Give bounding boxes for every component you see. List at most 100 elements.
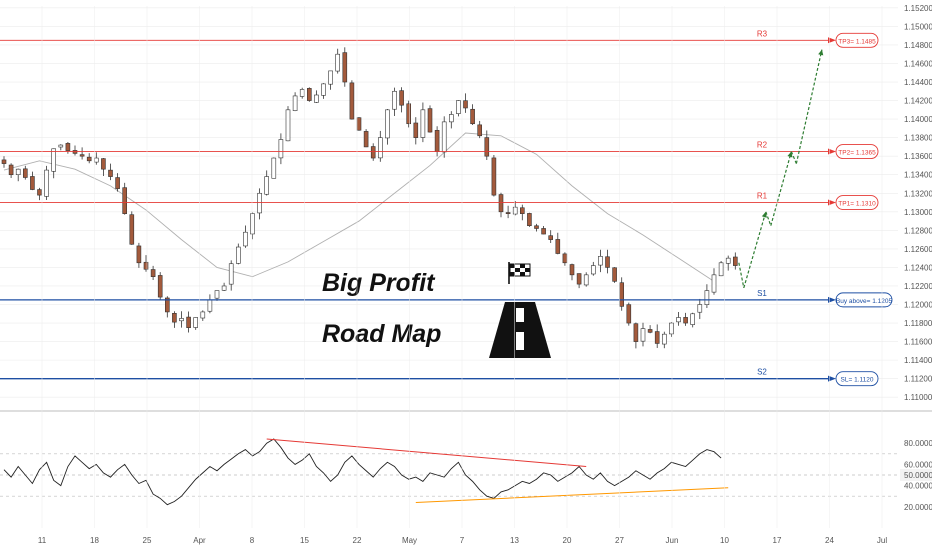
projection-arrows — [738, 49, 824, 288]
candle-body — [129, 214, 135, 245]
candle-body — [590, 265, 596, 275]
candle-body — [704, 290, 710, 305]
candle-body — [30, 176, 35, 190]
candle-body — [150, 269, 156, 278]
candle-body — [406, 103, 412, 125]
indicator-line — [3, 438, 729, 506]
candle-body — [413, 122, 419, 138]
candle-body — [370, 146, 376, 159]
candle-body — [22, 168, 28, 178]
level-name: S2 — [757, 368, 767, 377]
indicator-trendline — [415, 487, 729, 504]
candle-body — [207, 299, 213, 312]
price-tick-label: 1.14200 — [904, 97, 932, 106]
candle-body — [136, 245, 142, 264]
candle-body — [278, 139, 284, 159]
price-tick-label: 1.13600 — [904, 152, 932, 161]
road-icon — [489, 302, 551, 358]
candle-body — [647, 329, 653, 333]
candle-body — [143, 261, 149, 270]
candle-body — [157, 275, 163, 298]
candle-body — [214, 290, 220, 299]
level-tag-label: TP2= 1.1365 — [838, 150, 876, 157]
price-tick-label: 1.14400 — [904, 78, 932, 87]
candle-body — [541, 228, 546, 235]
candle-body — [335, 53, 341, 72]
price-tick-label: 1.12400 — [904, 263, 932, 272]
indicator-y-axis: 80.0000 60.0000 50.0000 40.0000 20.0000 — [900, 439, 932, 512]
candle-body — [165, 297, 170, 313]
candle-body — [619, 282, 625, 307]
candle-body — [172, 312, 177, 323]
moving-average — [3, 132, 715, 282]
candle-body — [441, 121, 447, 153]
candle-body — [65, 143, 71, 151]
candle-body — [583, 274, 589, 286]
candle-body — [512, 206, 518, 215]
candle-body — [725, 257, 731, 264]
price-tick-label: 1.11600 — [904, 338, 932, 347]
candle-body — [448, 114, 454, 123]
candle-body — [51, 148, 57, 172]
projection-segment — [765, 211, 772, 226]
candle-body — [434, 130, 440, 152]
time-tick-label: Jul — [877, 536, 887, 545]
time-tick-label: 25 — [143, 536, 152, 545]
candlesticks — [1, 47, 738, 349]
price-tick-label: 1.11400 — [904, 356, 932, 365]
candle-body — [243, 231, 248, 247]
title-annotation: Big Profit Road Map — [322, 269, 441, 348]
candle-body — [654, 331, 660, 344]
indicator-current-tag — [900, 469, 932, 481]
candle-body — [292, 95, 298, 111]
candle-body — [562, 253, 568, 264]
price-tick-label: 1.12800 — [904, 226, 932, 235]
indicator-tick-label: 80.0000 — [904, 439, 932, 448]
level-tag-label: TP3= 1.1485 — [838, 38, 876, 45]
projection-segment — [743, 211, 767, 288]
indicator-tick-label: 20.0000 — [904, 503, 932, 512]
candle-body — [8, 164, 14, 176]
candle-body — [250, 213, 255, 235]
level-tag-label: SL= 1.1120 — [841, 377, 874, 384]
time-tick-label: May — [402, 536, 417, 545]
price-tick-label: 1.13000 — [904, 208, 932, 217]
projection-segment — [770, 151, 792, 226]
candle-body — [58, 144, 64, 148]
candle-body — [640, 328, 646, 342]
candle-body — [612, 267, 617, 282]
indicator-trendline — [266, 438, 587, 468]
time-tick-label: Jun — [666, 536, 679, 545]
level-pointer — [828, 37, 836, 44]
moving-average-line — [3, 132, 715, 282]
time-tick-label: Apr — [193, 536, 206, 545]
level-pointer — [828, 296, 836, 303]
candle-body — [555, 239, 561, 254]
projection-segment — [790, 151, 797, 164]
time-tick-label: 20 — [563, 536, 572, 545]
time-tick-label: 13 — [510, 536, 519, 545]
projection-arrowhead — [761, 211, 767, 218]
price-tick-label: 1.13200 — [904, 189, 932, 198]
candle-body — [470, 108, 475, 125]
candle-body — [633, 323, 639, 342]
price-grid — [0, 7, 898, 398]
candle-body — [683, 317, 688, 324]
price-tick-label: 1.12600 — [904, 245, 932, 254]
price-tick-label: 1.14600 — [904, 59, 932, 68]
candle-body — [328, 70, 333, 85]
price-tick-label: 1.13400 — [904, 171, 932, 180]
candle-body — [228, 263, 234, 285]
candle-body — [342, 52, 348, 83]
time-tick-label: 22 — [353, 536, 362, 545]
candle-body — [264, 176, 270, 195]
level-name: R1 — [757, 192, 768, 201]
candle-body — [527, 213, 532, 227]
price-y-axis: 1.15200 1.15000 1.14800 1.14600 1.14400 1.142… — [904, 4, 932, 402]
candle-body — [392, 90, 397, 110]
price-tick-label: 1.12200 — [904, 282, 932, 291]
time-tick-label: 7 — [460, 536, 465, 545]
candle-body — [1, 159, 7, 164]
projection-segment — [738, 262, 745, 288]
